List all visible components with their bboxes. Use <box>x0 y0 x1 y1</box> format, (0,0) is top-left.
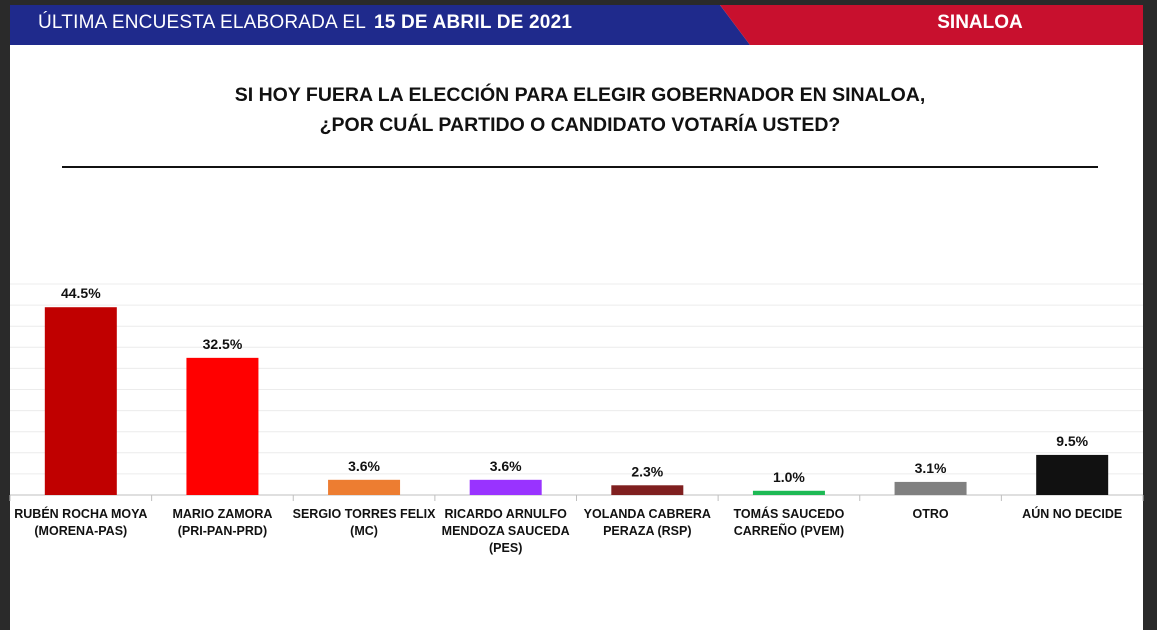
category-label: RICARDO ARNULFO MENDOZA SAUCEDA (PES) <box>431 506 581 557</box>
bar <box>469 479 542 495</box>
bar <box>752 490 825 495</box>
category-label: MARIO ZAMORA (PRI-PAN-PRD) <box>147 506 297 540</box>
category-label: SERGIO TORRES FELIX (MC) <box>289 506 439 540</box>
category-label-line: AÚN NO DECIDE <box>1022 507 1123 521</box>
bar <box>611 485 684 495</box>
header-region: SINALOA <box>937 12 1023 33</box>
category-label-line: (MC) <box>350 524 378 538</box>
category-label: AÚN NO DECIDE <box>997 506 1147 523</box>
bar <box>1036 454 1109 495</box>
category-label: OTRO <box>856 506 1006 523</box>
data-label: 32.5% <box>203 336 243 352</box>
category-label-line: TOMÁS SAUCEDO <box>733 507 845 521</box>
bar <box>44 307 117 495</box>
data-label: 44.5% <box>61 285 101 301</box>
category-label-line: CARREÑO (PVEM) <box>733 524 845 538</box>
header-blue-band <box>10 5 750 45</box>
title-divider <box>62 166 1098 168</box>
bar <box>186 357 259 495</box>
header-red-band <box>720 5 1143 45</box>
data-label: 1.0% <box>773 469 805 485</box>
right-edge <box>1143 0 1157 630</box>
data-label: 9.5% <box>1056 433 1088 449</box>
category-label-line: MARIO ZAMORA <box>172 507 273 521</box>
category-label-line: (PES) <box>489 541 523 555</box>
header-label-text: ÚLTIMA ENCUESTA ELABORADA EL <box>38 12 366 33</box>
question-line-1: SI HOY FUERA LA ELECCIÓN PARA ELEGIR GOB… <box>234 84 926 106</box>
header-banner <box>10 5 1143 45</box>
category-label-line: RUBÉN ROCHA MOYA <box>14 507 148 521</box>
category-label: TOMÁS SAUCEDO CARREÑO (PVEM) <box>714 506 864 540</box>
question-line-2: ¿POR CUÁL PARTIDO O CANDIDATO VOTARÍA US… <box>319 114 841 136</box>
category-label-line: (PRI-PAN-PRD) <box>177 524 268 538</box>
data-label: 3.6% <box>490 458 522 474</box>
header-date: 15 DE ABRIL DE 2021 <box>374 12 573 33</box>
left-edge <box>0 0 10 630</box>
header-survey-label: ÚLTIMA ENCUESTA ELABORADA EL 15 DE ABRIL … <box>38 10 572 36</box>
poll-question: SI HOY FUERA LA ELECCIÓN PARA ELEGIR GOB… <box>60 80 1100 140</box>
data-label: 2.3% <box>631 463 663 479</box>
data-label: 3.1% <box>915 460 947 476</box>
top-edge <box>0 0 1157 5</box>
category-label-line: SERGIO TORRES FELIX <box>292 507 436 521</box>
category-label: YOLANDA CABRERA PERAZA (RSP) <box>572 506 722 540</box>
category-label-line: PERAZA (RSP) <box>603 524 692 538</box>
data-label: 3.6% <box>348 458 380 474</box>
bar <box>328 479 401 495</box>
category-label-line: MENDOZA SAUCEDA <box>441 524 570 538</box>
category-label-line: RICARDO ARNULFO <box>444 507 567 521</box>
category-label-line: OTRO <box>912 507 949 521</box>
category-label-line: YOLANDA CABRERA <box>583 507 711 521</box>
category-label-line: (MORENA-PAS) <box>34 524 128 538</box>
category-label: RUBÉN ROCHA MOYA (MORENA-PAS) <box>6 506 156 540</box>
bar <box>894 481 967 495</box>
